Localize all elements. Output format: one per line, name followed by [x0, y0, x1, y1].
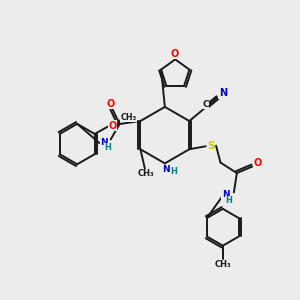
Text: H: H — [225, 196, 232, 205]
Text: N: N — [163, 165, 170, 174]
Text: N: N — [219, 88, 227, 98]
Text: S: S — [207, 141, 215, 151]
Text: CH₃: CH₃ — [215, 260, 232, 269]
Text: O: O — [109, 121, 117, 131]
Text: CH₃: CH₃ — [121, 112, 137, 122]
Text: O: O — [106, 99, 115, 109]
Text: C: C — [202, 100, 209, 109]
Text: H: H — [170, 167, 177, 176]
Text: CH₃: CH₃ — [137, 169, 154, 178]
Text: N: N — [222, 190, 230, 199]
Text: O: O — [253, 158, 262, 168]
Text: H: H — [104, 143, 111, 152]
Text: N: N — [100, 138, 108, 147]
Text: O: O — [170, 49, 179, 59]
